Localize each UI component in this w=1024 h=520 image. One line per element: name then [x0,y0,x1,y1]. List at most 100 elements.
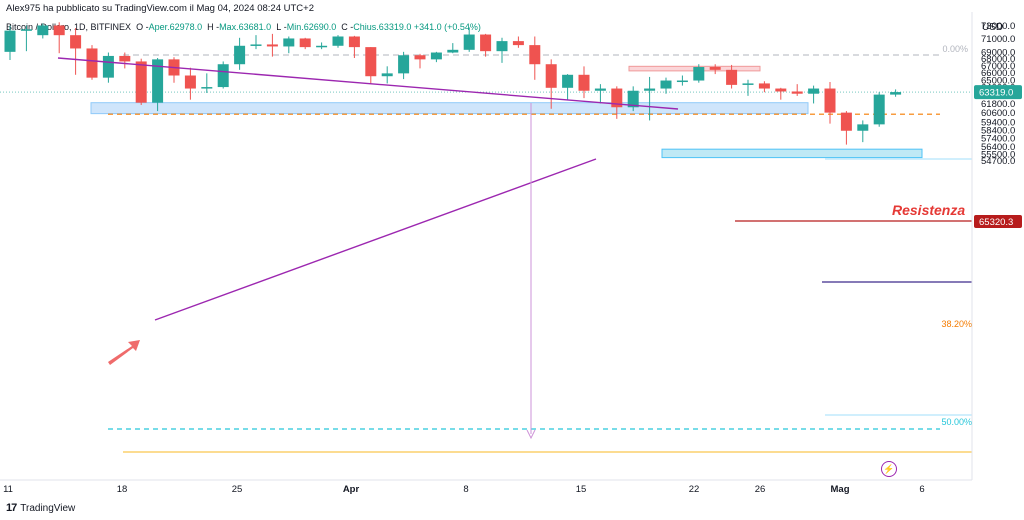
projection-arrow-head [526,429,536,440]
candle-body [890,92,902,95]
candle-body [480,34,492,52]
candle-body [4,30,16,52]
low-value: Min.62690.0 [286,22,337,32]
candle-body [152,59,164,103]
candle-body [184,75,196,89]
candle-body [545,64,557,88]
candle-body [20,29,32,31]
x-tick-label: 18 [117,484,128,495]
x-tick-label: 15 [576,484,587,495]
candle-body [496,41,508,52]
fib-0-label: 0.00% [942,44,968,54]
candle-body [381,73,393,77]
candle-body [857,124,869,131]
y-tick-label: 57400.0 [981,134,1015,145]
resistance-price-label: 65320.3 [979,217,1013,228]
candle-body [398,55,410,74]
y-tick-label: 55500.0 [981,149,1015,160]
x-tick-label: 6 [919,484,924,495]
candle-body [53,25,65,36]
high-label: H [207,22,214,32]
candle-body [463,34,475,50]
resistance-annotation: Resistenza [892,202,965,218]
candle-body [562,74,574,88]
currency-label[interactable]: USD [982,22,1004,33]
candle-body [266,44,278,47]
last-price-label: 63319.0 [979,88,1013,99]
candle-body [234,45,246,65]
change-value: +341.0 (+0.54%) [413,22,481,32]
candle-body [332,36,344,46]
target-zone [661,148,923,159]
y-tick-label: 66000.0 [981,68,1015,79]
candle-body [693,67,705,81]
candle-body [316,45,328,48]
candle-body [365,47,377,77]
candles-layer [4,22,902,145]
y-tick-label: 58400.0 [981,125,1015,136]
descending-trendline [57,57,679,110]
candle-body [660,80,672,89]
candle-body [119,55,131,62]
axes-layer: 73000.0 71000.0 69000.068000.067000.066000… [0,12,1022,495]
candle-body [775,88,787,92]
open-value: Aper.62978.0 [148,22,203,32]
publisher-header: Alex975 ha pubblicato su TradingView.com… [6,3,314,14]
tradingview-brand: TradingView [20,502,76,514]
low-label: L [276,22,282,32]
y-tick-label: 56400.0 [981,142,1015,153]
high-value: Max.63681.0 [219,22,272,32]
lightning-icon[interactable]: ⚡ [881,461,897,477]
y-tick-label: 59400.0 [981,117,1015,128]
open-label: O [136,22,144,32]
ascending-trendline [154,158,597,321]
candle-body [594,88,606,91]
tradingview-logo[interactable]: 17 TradingView [6,502,75,514]
candle-body [217,64,229,88]
fib-38-label: 38.20% [941,319,972,329]
candle-body [512,41,524,46]
y-tick-label: 60600.0 [981,108,1015,119]
candle-body [791,91,803,94]
candle-body [676,80,688,83]
x-tick-label: 8 [463,484,468,495]
x-tick-label: 26 [755,484,766,495]
background-layer [0,54,972,453]
candle-body [742,83,754,85]
candle-body [840,112,852,131]
candle-body [430,52,442,60]
y-tick-label: 61800.0 [981,99,1015,110]
candle-body [726,69,738,85]
x-tick-label: 11 [3,484,13,495]
fib-50-label: 50.00% [941,417,972,427]
candle-body [283,38,295,47]
candle-body [86,48,98,78]
candle-body [37,25,49,36]
candle-body [758,83,770,89]
candle-body [709,67,721,70]
candle-body [299,38,311,48]
candle-body [135,61,147,103]
candle-body [201,87,213,89]
x-tick-label: 22 [689,484,700,495]
support-zone [90,102,809,115]
ohlc-legend: Bitcoin / Dollaro, 1D, BITFINEX O -Aper.… [6,22,481,32]
close-label: C [341,22,348,32]
last-price-box [974,85,1022,100]
candle-body [627,90,639,108]
y-tick-label: 65000.0 [981,75,1015,86]
candle-body [873,94,885,125]
y-tick-label: 68000.0 [981,54,1015,65]
y-tick-label: 67000.0 [981,61,1015,72]
y-tick-label: 54700.0 [981,156,1015,167]
candle-body [102,55,114,78]
candle-body [70,35,82,49]
candle-body [414,55,426,60]
candle-body [529,45,541,65]
resistance-price-box [974,215,1022,228]
x-tick-label: 25 [232,484,243,495]
y-tick-label: 69000.0 [981,47,1015,58]
symbol-label[interactable]: Bitcoin / Dollaro, 1D, BITFINEX [6,22,132,32]
x-tick-label: Apr [343,484,360,495]
